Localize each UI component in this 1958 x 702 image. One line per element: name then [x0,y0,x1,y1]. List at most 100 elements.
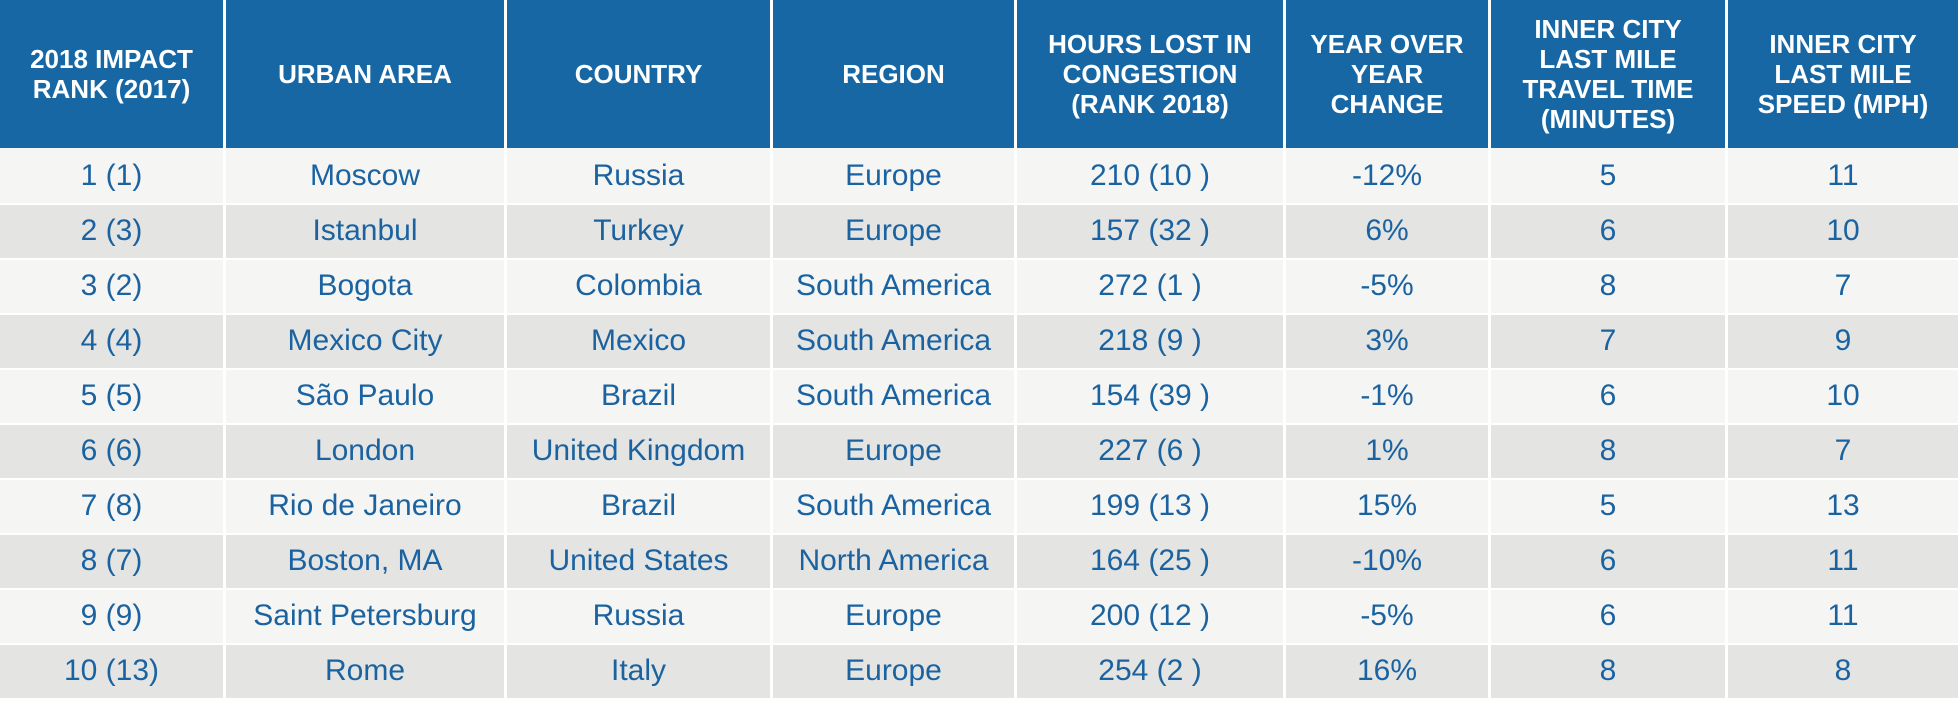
cell-country: Brazil [507,478,773,533]
cell-region: South America [773,258,1017,313]
cell-urban-area: São Paulo [226,368,507,423]
cell-speed: 10 [1728,203,1958,258]
cell-year-over-year: -5% [1286,588,1491,643]
cell-country: United States [507,533,773,588]
cell-travel-time: 8 [1491,423,1728,478]
cell-country: Colombia [507,258,773,313]
table-row: 9 (9) Saint Petersburg Russia Europe 200 (12… [0,588,1958,643]
cell-year-over-year: 6% [1286,203,1491,258]
cell-speed: 8 [1728,643,1958,698]
cell-hours-lost: 272 (1 ) [1017,258,1286,313]
cell-year-over-year: -12% [1286,148,1491,203]
cell-speed: 11 [1728,588,1958,643]
cell-travel-time: 6 [1491,533,1728,588]
cell-hours-lost: 154 (39 ) [1017,368,1286,423]
cell-country: Italy [507,643,773,698]
cell-year-over-year: 15% [1286,478,1491,533]
cell-year-over-year: 3% [1286,313,1491,368]
cell-travel-time: 6 [1491,203,1728,258]
cell-region: Europe [773,423,1017,478]
cell-hours-lost: 199 (13 ) [1017,478,1286,533]
cell-country: Brazil [507,368,773,423]
cell-impact-rank: 2 (3) [0,203,226,258]
cell-year-over-year: 16% [1286,643,1491,698]
cell-speed: 11 [1728,148,1958,203]
cell-hours-lost: 218 (9 ) [1017,313,1286,368]
cell-country: Russia [507,148,773,203]
column-header-country: COUNTRY [507,0,773,148]
cell-region: Europe [773,203,1017,258]
column-header-year-over-year: YEAR OVER YEAR CHANGE [1286,0,1491,148]
cell-speed: 7 [1728,423,1958,478]
cell-hours-lost: 227 (6 ) [1017,423,1286,478]
cell-impact-rank: 7 (8) [0,478,226,533]
cell-travel-time: 5 [1491,478,1728,533]
cell-year-over-year: -1% [1286,368,1491,423]
cell-speed: 13 [1728,478,1958,533]
cell-travel-time: 5 [1491,148,1728,203]
cell-travel-time: 8 [1491,258,1728,313]
cell-urban-area: Rome [226,643,507,698]
cell-region: North America [773,533,1017,588]
cell-speed: 7 [1728,258,1958,313]
table-row: 10 (13) Rome Italy Europe 254 (2 ) 16% 8 8 [0,643,1958,698]
cell-hours-lost: 200 (12 ) [1017,588,1286,643]
cell-region: South America [773,368,1017,423]
cell-urban-area: London [226,423,507,478]
table-row: 1 (1) Moscow Russia Europe 210 (10 ) -12% 5 11 [0,148,1958,203]
column-header-impact-rank: 2018 IMPACT RANK (2017) [0,0,226,148]
table-body: 1 (1) Moscow Russia Europe 210 (10 ) -12% 5 11 2… [0,148,1958,698]
cell-impact-rank: 6 (6) [0,423,226,478]
header-row: 2018 IMPACT RANK (2017) URBAN AREA COUNT… [0,0,1958,148]
column-header-region: REGION [773,0,1017,148]
cell-year-over-year: -5% [1286,258,1491,313]
cell-country: Russia [507,588,773,643]
table-row: 6 (6) London United Kingdom Europe 227 (6 ) 1… [0,423,1958,478]
cell-speed: 11 [1728,533,1958,588]
cell-speed: 9 [1728,313,1958,368]
cell-region: South America [773,478,1017,533]
cell-region: Europe [773,643,1017,698]
table-row: 7 (8) Rio de Janeiro Brazil South America 19… [0,478,1958,533]
cell-urban-area: Istanbul [226,203,507,258]
cell-travel-time: 8 [1491,643,1728,698]
cell-urban-area: Boston, MA [226,533,507,588]
cell-travel-time: 7 [1491,313,1728,368]
cell-hours-lost: 157 (32 ) [1017,203,1286,258]
cell-urban-area: Saint Petersburg [226,588,507,643]
cell-country: Mexico [507,313,773,368]
cell-urban-area: Rio de Janeiro [226,478,507,533]
cell-impact-rank: 4 (4) [0,313,226,368]
column-header-travel-time: INNER CITY LAST MILE TRAVEL TIME (MINUTE… [1491,0,1728,148]
table-row: 4 (4) Mexico City Mexico South America 218 (… [0,313,1958,368]
cell-impact-rank: 1 (1) [0,148,226,203]
cell-year-over-year: -10% [1286,533,1491,588]
table-row: 2 (3) Istanbul Turkey Europe 157 (32 ) 6% 6 10 [0,203,1958,258]
cell-urban-area: Moscow [226,148,507,203]
cell-country: United Kingdom [507,423,773,478]
cell-urban-area: Mexico City [226,313,507,368]
cell-impact-rank: 8 (7) [0,533,226,588]
cell-impact-rank: 5 (5) [0,368,226,423]
cell-region: South America [773,313,1017,368]
cell-impact-rank: 10 (13) [0,643,226,698]
cell-urban-area: Bogota [226,258,507,313]
column-header-speed: INNER CITY LAST MILE SPEED (MPH) [1728,0,1958,148]
table-row: 5 (5) São Paulo Brazil South America 154 (39… [0,368,1958,423]
cell-impact-rank: 3 (2) [0,258,226,313]
table-row: 8 (7) Boston, MA United States North Americ… [0,533,1958,588]
cell-hours-lost: 210 (10 ) [1017,148,1286,203]
cell-hours-lost: 254 (2 ) [1017,643,1286,698]
cell-hours-lost: 164 (25 ) [1017,533,1286,588]
cell-region: Europe [773,588,1017,643]
cell-speed: 10 [1728,368,1958,423]
column-header-hours-lost: HOURS LOST IN CONGESTION (RANK 2018) [1017,0,1286,148]
cell-year-over-year: 1% [1286,423,1491,478]
cell-impact-rank: 9 (9) [0,588,226,643]
cell-travel-time: 6 [1491,588,1728,643]
cell-country: Turkey [507,203,773,258]
column-header-urban-area: URBAN AREA [226,0,507,148]
table-row: 3 (2) Bogota Colombia South America 272 (1 )… [0,258,1958,313]
